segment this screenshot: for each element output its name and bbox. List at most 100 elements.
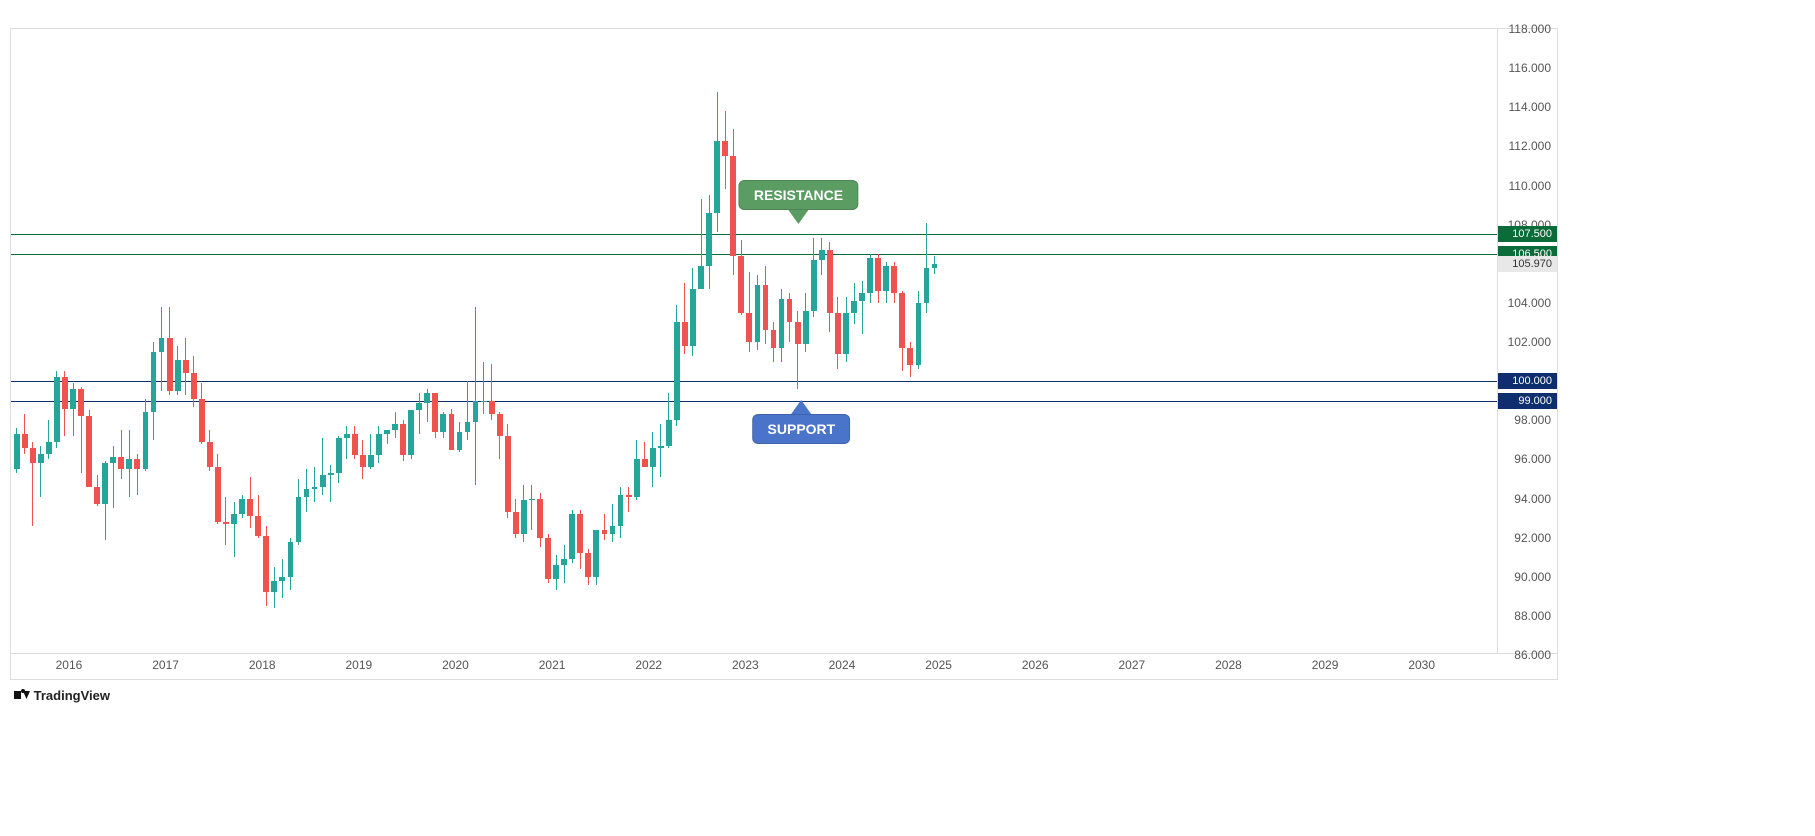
price-marker[interactable]: 100.000 [1498,373,1557,389]
candle-body[interactable] [78,389,84,416]
candle-body[interactable] [916,303,922,366]
candle-body[interactable] [835,313,841,354]
candle-body[interactable] [634,459,640,496]
candle-body[interactable] [296,497,302,542]
candle-body[interactable] [907,348,913,366]
candle-body[interactable] [545,538,551,579]
candle-body[interactable] [134,459,140,469]
candle-body[interactable] [763,285,769,330]
candle-body[interactable] [167,338,173,391]
candle-body[interactable] [489,401,495,415]
candle-body[interactable] [843,313,849,354]
price-marker[interactable]: 107.500 [1498,226,1557,242]
candle-body[interactable] [352,434,358,456]
candle-body[interactable] [867,258,873,293]
x-axis[interactable]: 2016201720182019202020212022202320242025… [10,654,1558,680]
candle-body[interactable] [618,495,624,526]
candle-body[interactable] [239,499,245,515]
candle-body[interactable] [553,565,559,579]
candle-body[interactable] [231,514,237,524]
candle-body[interactable] [159,338,165,352]
candle-body[interactable] [730,156,736,256]
candle-body[interactable] [891,266,897,293]
candle-body[interactable] [585,553,591,576]
candle-body[interactable] [642,459,648,467]
candle-body[interactable] [746,313,752,342]
candle-body[interactable] [14,434,20,469]
candle-body[interactable] [827,250,833,313]
resistance-callout[interactable]: RESISTANCE [739,180,858,224]
support-callout[interactable]: SUPPORT [753,400,851,444]
candle-body[interactable] [175,360,181,391]
candle-body[interactable] [336,438,342,473]
candle-body[interactable] [70,389,76,409]
candle-body[interactable] [811,260,817,311]
candle-body[interactable] [610,526,616,534]
candle-body[interactable] [449,414,455,449]
candle-body[interactable] [537,499,543,538]
candle-body[interactable] [738,256,744,313]
candle-body[interactable] [191,373,197,398]
candle-body[interactable] [787,299,793,322]
candle-body[interactable] [288,542,294,577]
candle-body[interactable] [424,393,430,403]
chart-plot-area[interactable]: RESISTANCE SUPPORT [10,28,1498,654]
candle-body[interactable] [932,264,938,267]
candle-body[interactable] [126,459,132,469]
candle-body[interactable] [247,499,253,517]
candle-body[interactable] [674,322,680,420]
candle-body[interactable] [102,463,108,504]
candle-body[interactable] [899,293,905,348]
candle-body[interactable] [722,141,728,157]
candle-body[interactable] [432,393,438,432]
candle-body[interactable] [755,285,761,342]
candle-body[interactable] [22,434,28,448]
candle-body[interactable] [328,473,334,475]
candle-body[interactable] [54,377,60,442]
level-line[interactable] [11,234,1497,235]
candle-body[interactable] [706,213,712,266]
candle-body[interactable] [118,457,124,469]
candle-body[interactable] [320,475,326,487]
candle-body[interactable] [312,487,318,489]
candle-body[interactable] [457,432,463,450]
candle-body[interactable] [577,514,583,553]
candle-body[interactable] [392,424,398,430]
candle-body[interactable] [924,268,930,303]
candle-body[interactable] [215,467,221,522]
level-line[interactable] [11,381,1497,382]
price-marker[interactable]: 105.970 [1498,256,1557,272]
y-axis[interactable]: 86.00088.00090.00092.00094.00096.00098.0… [1498,28,1558,654]
candle-body[interactable] [368,455,374,467]
candle-body[interactable] [803,311,809,344]
candle-body[interactable] [513,512,519,534]
candle-body[interactable] [698,266,704,289]
price-marker[interactable]: 99.000 [1498,393,1557,409]
candle-body[interactable] [529,499,535,501]
candle-body[interactable] [408,410,414,455]
candle-body[interactable] [360,455,366,467]
candle-body[interactable] [481,401,487,402]
candle-body[interactable] [682,322,688,345]
candle-body[interactable] [859,293,865,301]
candle-body[interactable] [223,522,229,524]
candle-body[interactable] [151,352,157,413]
candle-body[interactable] [569,514,575,559]
candle-body[interactable] [62,377,68,408]
candle-body[interactable] [819,250,825,260]
candle-body[interactable] [602,530,608,534]
candle-body[interactable] [279,577,285,581]
candle-body[interactable] [263,536,269,593]
candle-body[interactable] [344,434,350,438]
candle-body[interactable] [593,530,599,577]
candle-body[interactable] [465,422,471,432]
candle-body[interactable] [271,581,277,593]
candle-body[interactable] [110,457,116,463]
candle-body[interactable] [690,289,696,346]
candle-body[interactable] [521,500,527,533]
candle-body[interactable] [94,487,100,505]
candle-body[interactable] [497,414,503,436]
candle-body[interactable] [875,258,881,291]
candle-body[interactable] [30,448,36,464]
candle-body[interactable] [795,322,801,344]
